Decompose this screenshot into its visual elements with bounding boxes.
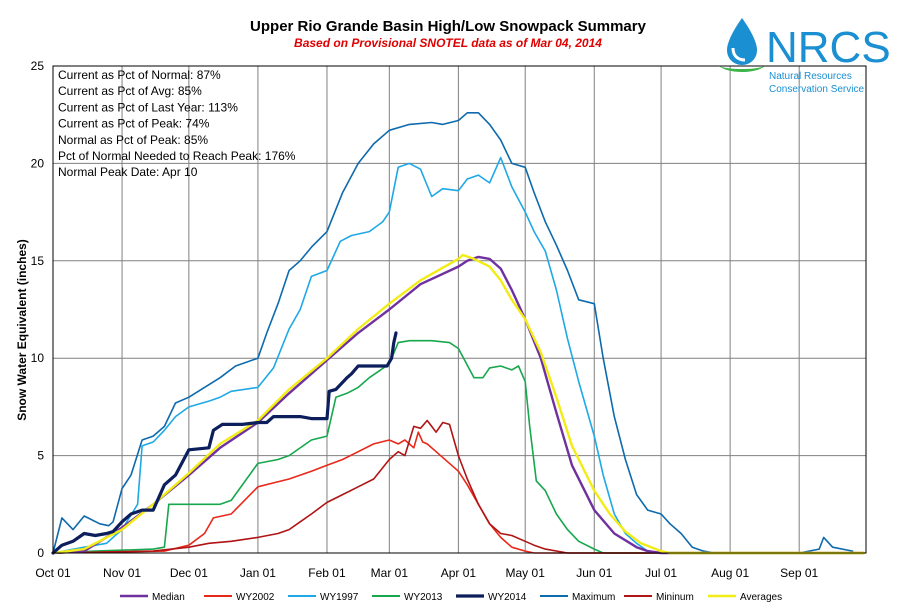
series-lines [51, 112, 865, 555]
logo-line-1: Natural Resources [769, 71, 852, 82]
stat-line: Current as Pct of Peak: 74% [58, 117, 210, 131]
stat-line: Current as Pct of Normal: 87% [58, 68, 221, 82]
chart-subtitle: Based on Provisional SNOTEL data as of M… [294, 36, 602, 50]
y-tick-label: 5 [37, 449, 44, 463]
series-line-mininum [52, 419, 865, 554]
stat-line: Current as Pct of Last Year: 113% [58, 100, 238, 114]
y-tick-label: 15 [31, 254, 45, 268]
legend-label-mininum: Mininum [656, 592, 694, 603]
drop-highlight [731, 47, 746, 62]
stat-line: Normal as Pct of Peak: 85% [58, 133, 208, 147]
legend-label-maximum: Maximum [572, 592, 615, 603]
x-tick-label: Oct 01 [35, 566, 71, 580]
stat-line: Current as Pct of Avg: 85% [58, 84, 202, 98]
x-tick-label: Dec 01 [170, 566, 208, 580]
x-tick-label: Aug 01 [711, 566, 749, 580]
y-tick-labels: 0 5 10 15 20 25 [31, 59, 45, 560]
plot-area-border [52, 65, 867, 554]
legend: Median WY2002 WY1997 WY2013 WY2014 Maximum Min… [120, 592, 782, 603]
x-tick-label: Jan 01 [240, 566, 276, 580]
series-line-wy2013 [52, 339, 865, 554]
x-tick-label: Jul 01 [645, 566, 677, 580]
series-line-wy1997 [52, 156, 865, 554]
y-tick-label: 0 [37, 546, 44, 560]
y-tick-label: 20 [31, 156, 45, 170]
legend-label-wy2013: WY2013 [404, 592, 443, 603]
nrcs-logo: NRCS Natural Resources Conservation Serv… [719, 18, 891, 95]
logo-text: NRCS [766, 23, 891, 72]
x-tick-label: Feb 01 [308, 566, 346, 580]
y-axis-label: Snow Water Equivalent (inches) [15, 239, 29, 421]
legend-label-wy2014: WY2014 [488, 592, 527, 603]
gridlines [53, 66, 866, 553]
x-tick-label: Nov 01 [103, 566, 141, 580]
stat-line: Normal Peak Date: Apr 10 [58, 165, 198, 179]
x-tick-labels: Oct 01 Nov 01 Dec 01 Jan 01 Feb 01 Mar 01 Apr … [35, 566, 818, 580]
series-line-maximum [52, 112, 854, 554]
x-tick-label: Sep 01 [780, 566, 818, 580]
legend-label-wy2002: WY2002 [236, 592, 275, 603]
x-tick-label: May 01 [506, 566, 546, 580]
series-line-averages [51, 253, 865, 555]
drop-base-swoosh [719, 66, 765, 72]
x-tick-label: Jun 01 [576, 566, 612, 580]
legend-label-median: Median [152, 592, 185, 603]
series-line-wy2014 [51, 331, 398, 555]
y-tick-label: 25 [31, 59, 45, 73]
y-tick-label: 10 [31, 351, 45, 365]
logo-line-2: Conservation Service [769, 84, 864, 95]
stat-line: Pct of Normal Needed to Reach Peak: 176% [58, 149, 296, 163]
water-drop-icon [719, 18, 765, 72]
chart-title: Upper Rio Grande Basin High/Low Snowpack… [250, 18, 647, 35]
x-tick-label: Mar 01 [371, 566, 409, 580]
legend-label-wy1997: WY1997 [320, 592, 359, 603]
x-tick-label: Apr 01 [441, 566, 477, 580]
stats-box: Current as Pct of Normal: 87% Current as … [58, 68, 296, 179]
legend-label-averages: Averages [740, 592, 782, 603]
